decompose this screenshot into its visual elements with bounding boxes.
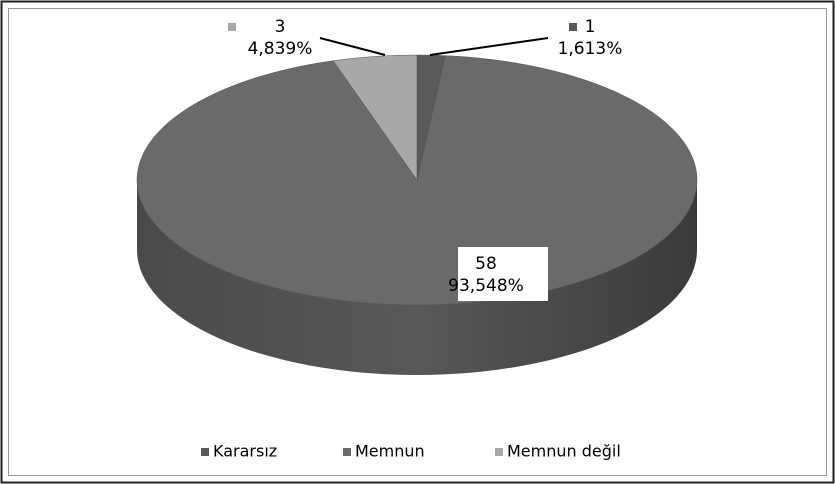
leader-line [429, 37, 549, 56]
legend-label: Kararsız [213, 442, 277, 461]
data-label-percent: 4,839% [248, 39, 313, 59]
label-key [569, 23, 577, 31]
plot-frame [8, 8, 827, 476]
data-label-percent: 93,548% [448, 276, 524, 296]
data-label-percent: 1,613% [558, 39, 623, 59]
leader-line [319, 37, 386, 56]
data-label-value: 1 [585, 17, 596, 37]
data-label-value: 3 [275, 17, 286, 37]
label-key [228, 23, 236, 31]
legend-swatch [495, 448, 503, 456]
legend-swatch [343, 448, 351, 456]
label-key [441, 260, 449, 268]
legend-swatch [201, 448, 209, 456]
pie [136, 54, 698, 375]
pie-slice [332, 54, 418, 181]
legend-label: Memnun [355, 442, 425, 461]
legend-label: Memnun değil [507, 442, 621, 461]
pie-side [137, 180, 697, 375]
label-box [458, 247, 548, 301]
legend: Kararsız Memnun Memnun değil [201, 442, 621, 461]
data-label-value: 58 [475, 254, 497, 274]
